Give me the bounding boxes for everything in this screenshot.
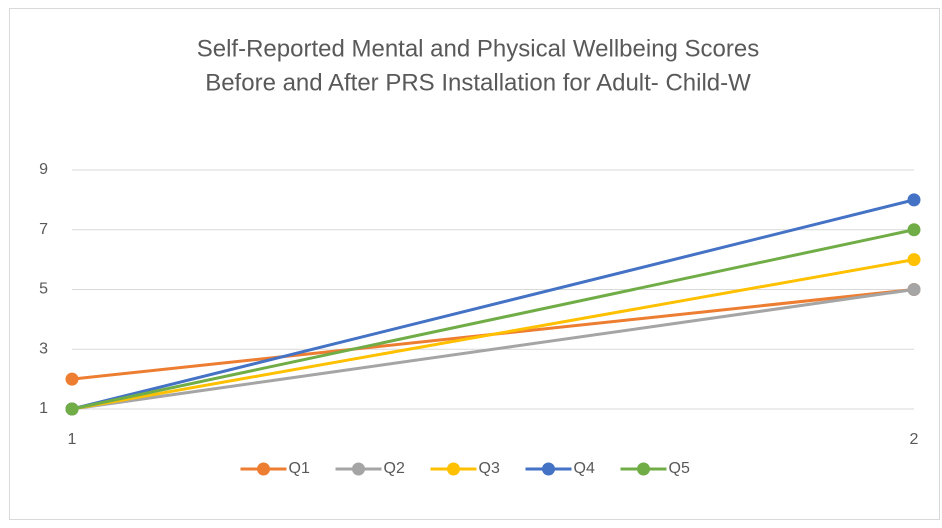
legend-label: Q3 bbox=[479, 460, 500, 477]
legend-label: Q4 bbox=[574, 460, 595, 477]
y-tick-label: 5 bbox=[39, 281, 48, 298]
legend-marker bbox=[257, 462, 270, 476]
y-tick-label: 1 bbox=[39, 400, 48, 417]
legend-marker bbox=[447, 462, 460, 476]
chart-title: Before and After PRS Installation for Ad… bbox=[205, 69, 751, 96]
legend-marker bbox=[352, 462, 365, 476]
legend-label: Q1 bbox=[289, 460, 310, 477]
y-tick-label: 7 bbox=[39, 221, 48, 238]
data-point bbox=[907, 223, 921, 237]
data-point bbox=[65, 372, 79, 386]
series-line bbox=[71, 198, 915, 411]
data-point bbox=[907, 283, 921, 296]
legend-label: Q2 bbox=[384, 460, 405, 477]
data-point bbox=[907, 253, 921, 267]
legend-marker bbox=[542, 462, 555, 476]
series-line bbox=[71, 288, 915, 411]
y-tick-label: 3 bbox=[39, 340, 48, 357]
data-point bbox=[907, 193, 921, 207]
x-tick-label: 1 bbox=[68, 431, 77, 448]
chart-frame bbox=[9, 8, 940, 520]
legend-marker bbox=[637, 462, 650, 476]
data-point bbox=[65, 402, 79, 416]
legend-label: Q5 bbox=[669, 460, 690, 477]
x-tick-label: 2 bbox=[910, 431, 919, 448]
series-line bbox=[71, 228, 915, 411]
y-tick-label: 9 bbox=[39, 161, 48, 178]
series-line bbox=[71, 258, 915, 411]
chart-title: Self-Reported Mental and Physical Wellbe… bbox=[197, 35, 760, 62]
